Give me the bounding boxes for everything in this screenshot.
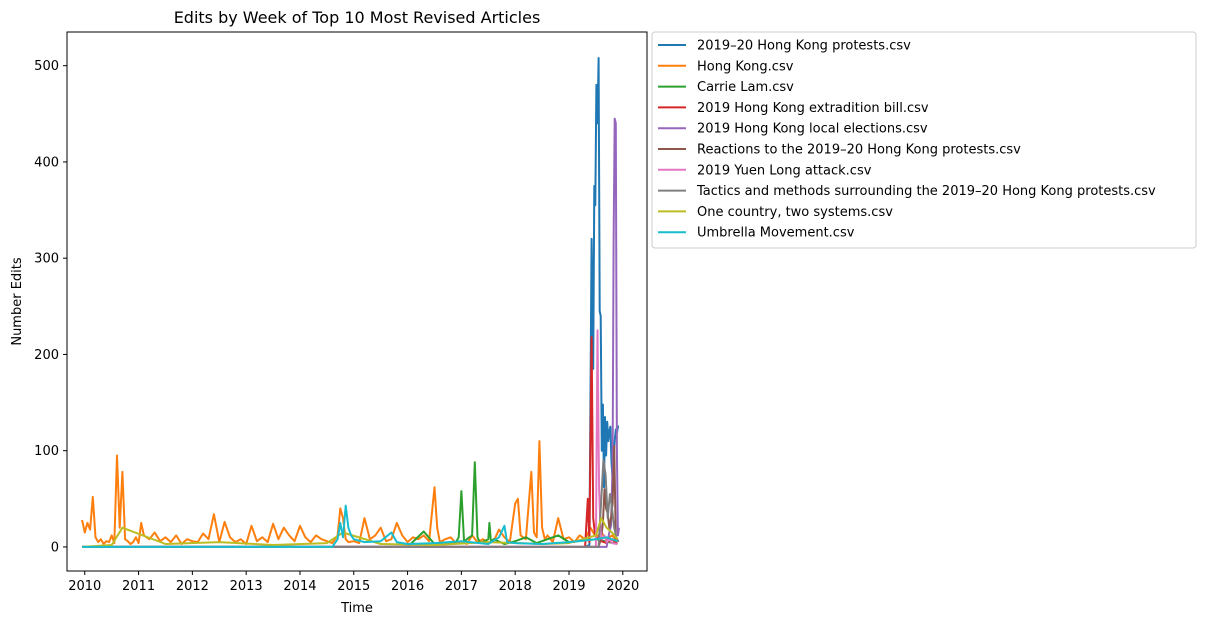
- legend: 2019–20 Hong Kong protests.csv Hong Kong.…: [651, 31, 1197, 249]
- x-tick-label: 2010: [68, 579, 101, 594]
- x-tick-label: 2012: [176, 579, 209, 594]
- x-tick-label: 2015: [337, 579, 370, 594]
- y-tick-label: 100: [34, 444, 59, 459]
- legend-entry: 2019 Yuen Long attack.csv: [697, 163, 872, 178]
- x-tick-label: 2011: [122, 579, 155, 594]
- legend-entry: One country, two systems.csv: [697, 205, 893, 220]
- y-tick-label: 400: [34, 155, 59, 170]
- x-tick-label: 2014: [283, 579, 316, 594]
- x-tick-label: 2017: [445, 579, 478, 594]
- legend-box: [651, 31, 1197, 249]
- x-tick-label: 2018: [499, 579, 532, 594]
- plot-frame: [66, 31, 648, 572]
- x-tick-label: 2019: [552, 579, 585, 594]
- plot-lines: [81, 57, 620, 548]
- legend-entry: Hong Kong.csv: [697, 59, 794, 74]
- x-axis: 2010 2011 2012 2013 2014 2015 2016 2017 2018 2019…: [68, 571, 639, 594]
- legend-entry: 2019 Hong Kong extradition bill.csv: [697, 101, 929, 116]
- y-tick-label: 500: [34, 59, 59, 74]
- series-line-6: [82, 329, 618, 548]
- x-tick-label: 2013: [230, 579, 263, 594]
- chart-title: Edits by Week of Top 10 Most Revised Art…: [174, 8, 541, 27]
- series-line-9: [82, 504, 618, 548]
- y-axis-label: Number Edits: [10, 257, 25, 346]
- legend-entry: Carrie Lam.csv: [697, 80, 794, 95]
- legend-entry: Tactics and methods surrounding the 2019…: [696, 184, 1156, 199]
- legend-entry: Reactions to the 2019–20 Hong Kong prote…: [697, 143, 1021, 158]
- legend-entry: 2019–20 Hong Kong protests.csv: [697, 39, 911, 54]
- y-axis: 0 100 200 300 400 500: [34, 59, 67, 555]
- x-tick-label: 2016: [391, 579, 424, 594]
- x-tick-label: 2020: [606, 579, 639, 594]
- y-tick-label: 300: [34, 252, 59, 267]
- y-tick-label: 200: [34, 348, 59, 363]
- legend-entry: Umbrella Movement.csv: [697, 226, 855, 241]
- y-tick-label: 0: [51, 540, 59, 555]
- series-line-7: [82, 459, 620, 548]
- legend-entry: 2019 Hong Kong local elections.csv: [697, 122, 928, 137]
- x-axis-label: Time: [340, 601, 373, 616]
